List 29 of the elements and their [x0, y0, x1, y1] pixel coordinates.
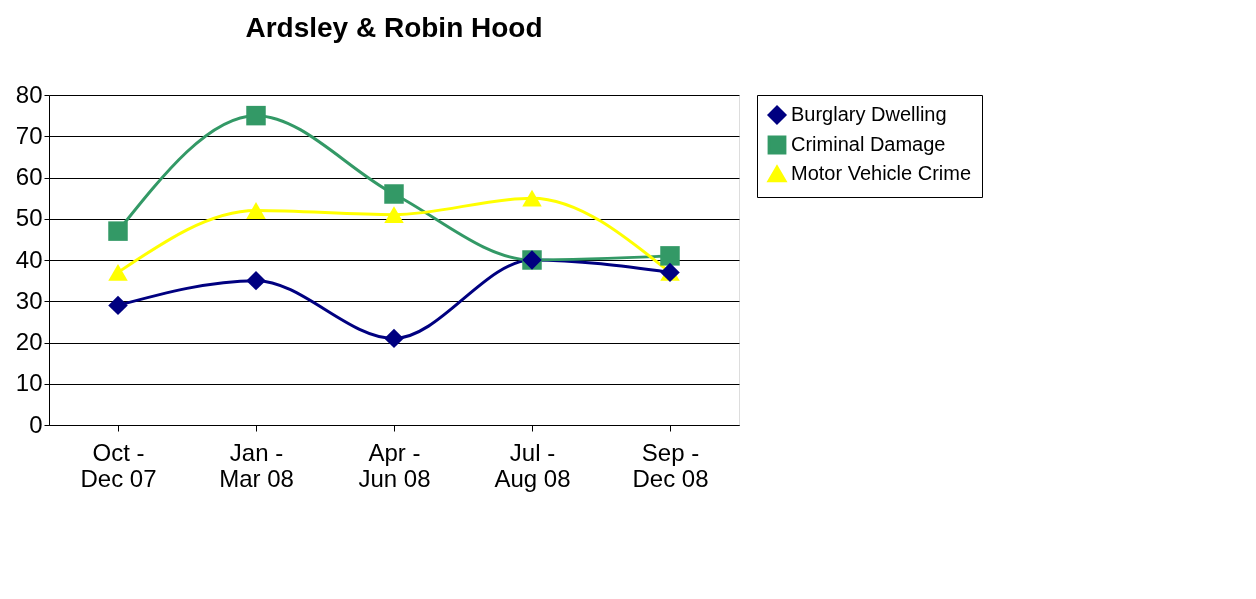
- legend-label: Criminal Damage: [791, 133, 946, 155]
- x-tick-label: Jan - Mar 08: [219, 438, 294, 492]
- y-tick-label: 30: [15, 286, 43, 314]
- y-tick-label: 80: [15, 80, 43, 108]
- point: [522, 189, 542, 207]
- point: [108, 263, 128, 281]
- y-tick-label: 70: [15, 121, 43, 149]
- legend-label: Burglary Dwelling: [791, 103, 947, 125]
- y-tick-label: 0: [29, 410, 43, 438]
- point: [384, 184, 404, 204]
- x-tick-label: Sep - Dec 08: [632, 438, 709, 492]
- y-tick-label: 60: [15, 163, 43, 190]
- y-tick-label: 20: [15, 328, 43, 355]
- point: [246, 270, 266, 291]
- point: [246, 105, 266, 126]
- point: [384, 206, 404, 224]
- x-tick-label: Apr - Jun 08: [358, 438, 431, 492]
- legend-label: Motor Vehicle Crime: [791, 162, 972, 184]
- point: [660, 246, 680, 266]
- point: [384, 328, 404, 349]
- x-tick-label: Jul - Aug 08: [494, 438, 571, 492]
- y-tick-label: 50: [15, 204, 43, 232]
- point: [108, 295, 128, 316]
- chart-title: Ardsley & Robin Hood: [245, 12, 543, 43]
- x-tick-label: Oct - Dec 07: [80, 438, 157, 492]
- point: [108, 221, 128, 241]
- point: [246, 202, 266, 219]
- y-tick-label: 10: [15, 369, 43, 397]
- y-tick-label: 40: [15, 245, 43, 273]
